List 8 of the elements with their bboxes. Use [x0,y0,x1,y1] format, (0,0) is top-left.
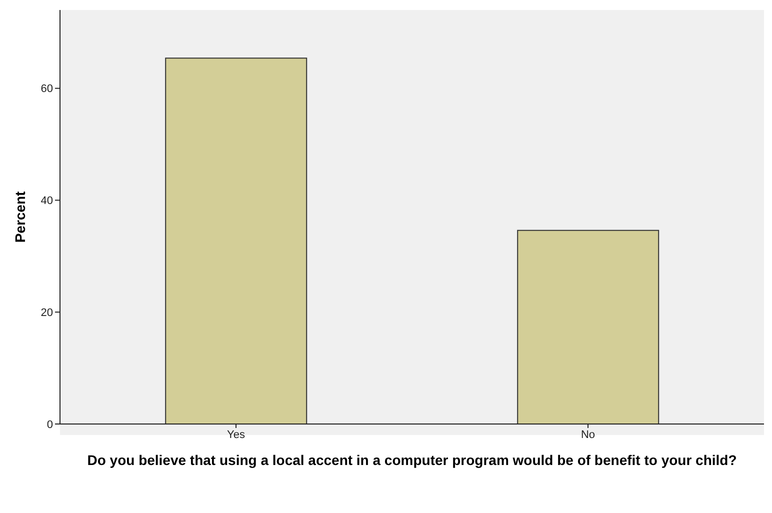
y-tick-label: 60 [40,83,53,96]
x-axis-title: Do you believe that using a local accent in a computer program would be of benefit to your child? [86,452,738,468]
x-tick-label: No [580,428,596,441]
x-tick-label: Yes [227,428,246,441]
y-tick-label: 0 [46,418,53,431]
y-axis-title: Percent [12,190,28,243]
y-tick-label: 40 [40,195,53,208]
y-tick-label: 20 [40,307,53,320]
